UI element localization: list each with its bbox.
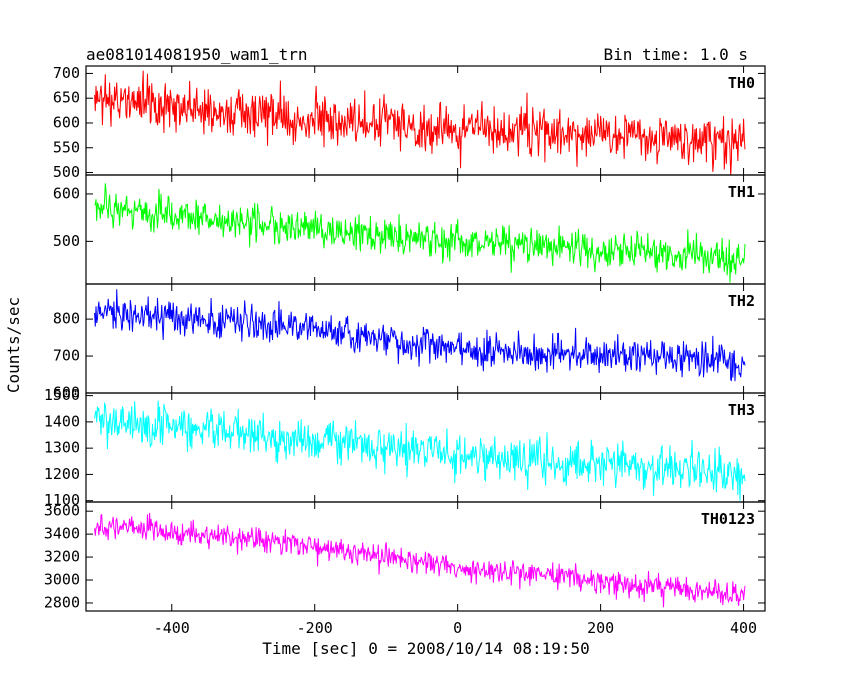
bin-time-label: Bin time: 1.0 s: [604, 45, 749, 64]
y-tick-label: 500: [53, 232, 80, 250]
y-tick-label: 3200: [44, 548, 80, 566]
panel-th0: 500 550 600 650 700 TH0: [53, 64, 766, 181]
chart-title: ae081014081950_wam1_trn: [86, 45, 308, 64]
y-tick-label: 650: [53, 89, 80, 107]
y-tick-label: 1400: [44, 412, 80, 430]
series-line-th0: [94, 70, 746, 175]
y-tick-label: 3400: [44, 525, 80, 543]
series-line-th1: [94, 183, 746, 283]
series-line-th0123: [94, 512, 746, 608]
y-tick-label: 1100: [44, 491, 80, 509]
panel-label-th1: TH1: [728, 183, 755, 201]
y-tick-label: 700: [53, 347, 80, 365]
panel-th1: 500 600 TH1: [53, 174, 766, 285]
y-tick-label: 3000: [44, 571, 80, 589]
panels: 500 550 600 650 700 TH0 500 600 TH1 600 700 800 TH2 1…: [44, 64, 766, 612]
x-tick-label: 200: [587, 619, 614, 637]
panel-label-th0123: TH0123: [701, 510, 755, 528]
y-tick-label: 600: [53, 113, 80, 131]
y-tick-label: 550: [53, 138, 80, 156]
x-axis: -400 -200 0 200 400: [154, 619, 757, 637]
panel-label-th3: TH3: [728, 401, 755, 419]
y-tick-label: 1200: [44, 465, 80, 483]
y-tick-label: 500: [53, 163, 80, 181]
y-tick-label: 800: [53, 310, 80, 328]
panel-frame: [85, 65, 766, 176]
series-line-th3: [94, 400, 746, 501]
y-tick-label: 700: [53, 64, 80, 82]
y-tick-label: 600: [53, 184, 80, 202]
y-tick-label: 2800: [44, 593, 80, 611]
y-axis-title: Counts/sec: [4, 297, 23, 393]
series-line-th2: [94, 289, 746, 382]
y-tick-label: 1500: [44, 386, 80, 404]
y-tick-label: 3600: [44, 502, 80, 520]
x-tick-label: -400: [154, 619, 190, 637]
panel-label-th2: TH2: [728, 292, 755, 310]
panel-th0123: 2800 3000 3200 3400 3600 TH0123: [44, 501, 766, 612]
x-axis-title: Time [sec] 0 = 2008/10/14 08:19:50: [262, 639, 590, 658]
y-tick-label: 1300: [44, 439, 80, 457]
panel-th2: 600 700 800 TH2: [53, 283, 766, 402]
x-tick-label: 400: [730, 619, 757, 637]
x-tick-label: -200: [297, 619, 333, 637]
panel-label-th0: TH0: [728, 74, 755, 92]
panel-th3: 1100 1200 1300 1400 1500 TH3: [44, 386, 766, 509]
y-tick-label: 600: [53, 384, 80, 402]
panel-frame: [85, 501, 766, 612]
x-tick-label: 0: [453, 619, 462, 637]
panel-frame: [85, 174, 766, 285]
